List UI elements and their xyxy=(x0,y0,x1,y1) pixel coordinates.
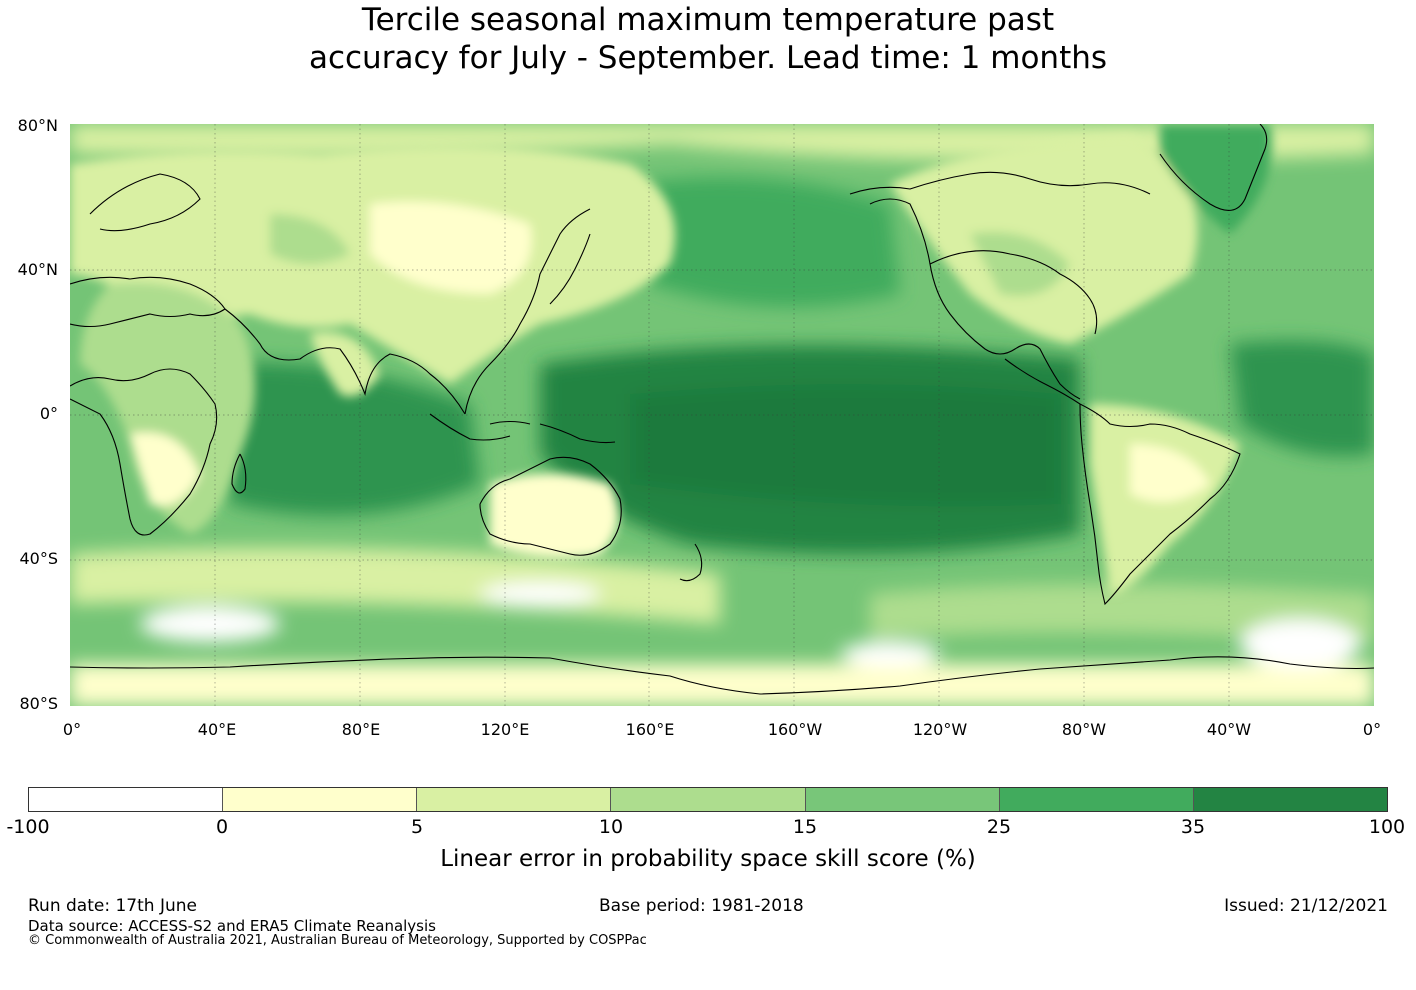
colorbar-segment xyxy=(222,788,417,811)
lat-label-80s: 80°S xyxy=(19,694,58,713)
lat-label-0: 0° xyxy=(39,404,58,423)
colorbar-segment xyxy=(416,788,611,811)
title-line-1: Tercile seasonal maximum temperature pas… xyxy=(361,2,1055,38)
colorbar-tick: 5 xyxy=(410,816,424,838)
issued-date: Issued: 21/12/2021 xyxy=(1224,896,1388,916)
lon-label-80e: 80°E xyxy=(341,720,381,739)
map-title: Tercile seasonal maximum temperature pas… xyxy=(0,0,1416,77)
coastlines xyxy=(70,124,1374,695)
lat-label-40s: 40°S xyxy=(19,549,58,568)
lat-label-40n: 40°N xyxy=(17,260,58,279)
colorbar-segment xyxy=(804,788,999,811)
title-line-2: accuracy for July - September. Lead time… xyxy=(308,40,1108,76)
lon-label-120e: 120°E xyxy=(480,720,530,739)
colorbar xyxy=(28,787,1388,812)
colorbar-tick: 35 xyxy=(1180,816,1206,838)
colorbar-segment xyxy=(1192,788,1387,811)
data-source: Data source: ACCESS-S2 and ERA5 Climate … xyxy=(28,917,436,935)
lon-label-160e: 160°E xyxy=(625,720,675,739)
graticule xyxy=(70,124,1374,706)
base-period: Base period: 1981-2018 xyxy=(599,896,804,916)
colorbar-tick: 0 xyxy=(215,816,229,838)
colorbar-tick: 25 xyxy=(986,816,1012,838)
lon-label-80w: 80°W xyxy=(1061,720,1107,739)
colorbar-tick: 10 xyxy=(598,816,624,838)
lon-label-0-left: 0° xyxy=(62,720,82,739)
lon-label-40e: 40°E xyxy=(197,720,237,739)
colorbar-segment xyxy=(998,788,1193,811)
copyright: © Commonwealth of Australia 2021, Austra… xyxy=(28,933,647,948)
lon-label-40w: 40°W xyxy=(1206,720,1252,739)
land-skill xyxy=(70,124,1272,594)
skill-pattern xyxy=(70,124,1374,706)
skill-score-map xyxy=(70,124,1374,706)
colorbar-tick: 100 xyxy=(1368,816,1406,838)
lon-label-0-right: 0° xyxy=(1362,720,1382,739)
colorbar-tick: -100 xyxy=(6,816,50,838)
colorbar-segment xyxy=(29,788,223,811)
colorbar-tick: 15 xyxy=(792,816,818,838)
colorbar-label: Linear error in probability space skill … xyxy=(440,846,976,872)
run-date: Run date: 17th June xyxy=(28,896,197,916)
map-canvas xyxy=(70,124,1374,706)
lon-label-120w: 120°W xyxy=(912,720,968,739)
lon-label-160w: 160°W xyxy=(767,720,823,739)
colorbar-segment xyxy=(610,788,805,811)
lat-label-80n: 80°N xyxy=(17,116,58,135)
